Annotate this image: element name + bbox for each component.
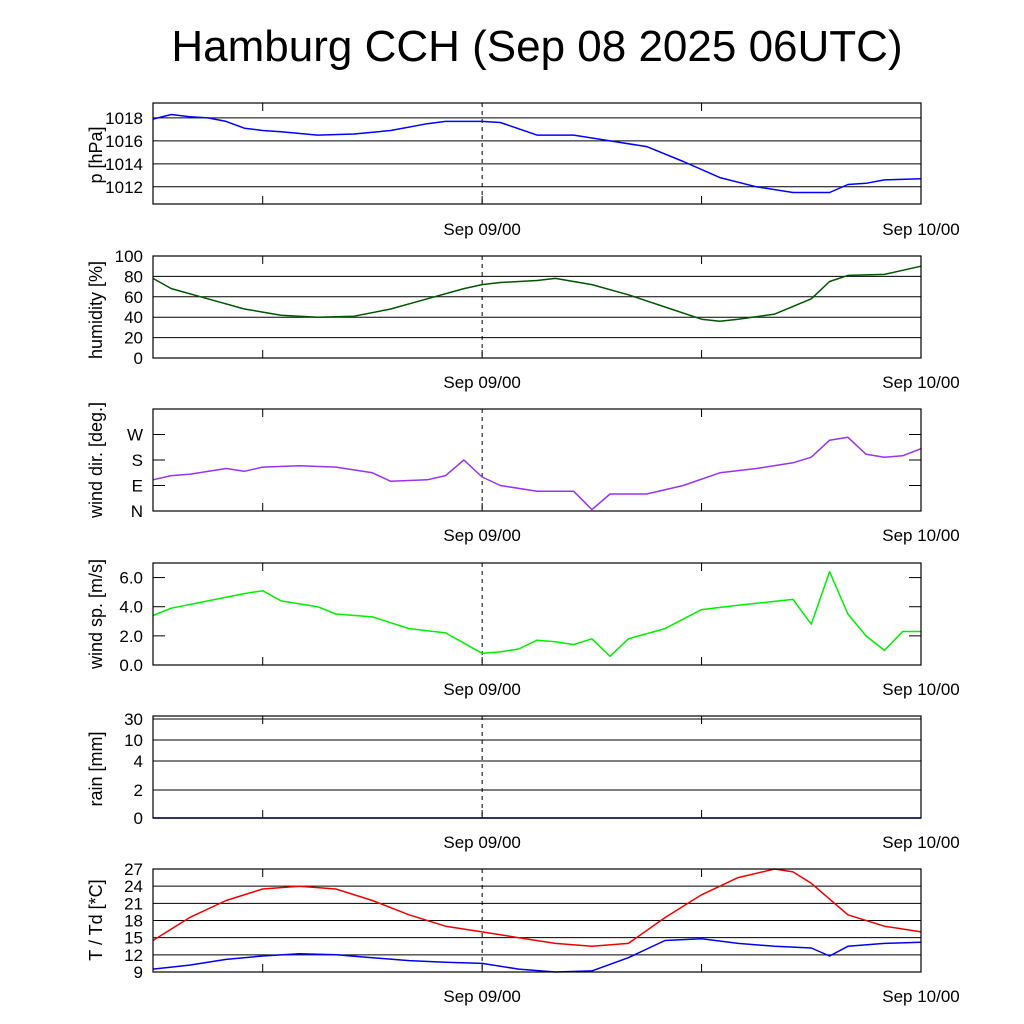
x-tick-label: Sep 10/00 — [882, 833, 960, 852]
chart-rain: 0 2 4 10 30 rain [mm] Sep 09/00 Sep 10/00 — [86, 710, 960, 852]
y-tick-label: 20 — [124, 329, 143, 348]
y-tick-label: 1014 — [105, 155, 143, 174]
x-tick-label: Sep 10/00 — [882, 373, 960, 392]
y-axis-label: wind sp. [m/s] — [86, 559, 106, 670]
y-tick-label: 0 — [134, 349, 143, 368]
y-tick-label: S — [132, 451, 143, 470]
x-tick-label: Sep 09/00 — [443, 833, 521, 852]
y-axis-label: humidity [%] — [86, 261, 106, 359]
y-tick-label: E — [132, 477, 143, 496]
y-tick-label: 4.0 — [119, 598, 143, 617]
plot-frame — [152, 102, 922, 205]
series-line-humidity — [152, 265, 922, 323]
x-tick-label: Sep 09/00 — [443, 680, 521, 699]
series-line-temperature_dewpoint-T — [152, 868, 922, 948]
y-tick-label: 30 — [124, 710, 143, 729]
y-axis-label: wind dir. [deg.] — [86, 402, 106, 519]
x-tick-label: Sep 09/00 — [443, 526, 521, 545]
y-tick-label: 12 — [124, 946, 143, 965]
chart-wind_speed: 0.0 2.0 4.0 6.0 wind sp. [m/s] Sep 09/00 Sep 1… — [86, 559, 960, 699]
x-tick-label: Sep 09/00 — [443, 987, 521, 1006]
plot-frame — [152, 562, 922, 666]
x-tick-label: Sep 10/00 — [882, 220, 960, 239]
plot-frame — [152, 715, 922, 819]
y-axis-label: p [hPa] — [86, 126, 106, 183]
y-tick-label: 40 — [124, 308, 143, 327]
plot-frame — [152, 255, 922, 359]
y-tick-label: 6.0 — [119, 569, 143, 588]
y-tick-label: 9 — [134, 963, 143, 982]
y-tick-label: 1012 — [105, 178, 143, 197]
y-tick-label: 2 — [134, 781, 143, 800]
series-line-pressure — [152, 113, 922, 194]
x-tick-label: Sep 10/00 — [882, 987, 960, 1006]
y-tick-label: 24 — [124, 877, 143, 896]
plot-frame — [152, 408, 922, 512]
plot-frame — [152, 868, 922, 973]
y-tick-label: 80 — [124, 267, 143, 286]
y-tick-label: 0.0 — [119, 656, 143, 675]
y-tick-label: 1016 — [105, 132, 143, 151]
y-tick-label: 18 — [124, 912, 143, 931]
y-tick-label: N — [131, 502, 143, 521]
series-line-wind_direction — [152, 436, 922, 511]
y-tick-label: 2.0 — [119, 627, 143, 646]
x-tick-label: Sep 10/00 — [882, 526, 960, 545]
x-tick-label: Sep 09/00 — [443, 220, 521, 239]
y-tick-label: 4 — [134, 752, 143, 771]
y-tick-label: 1018 — [105, 109, 143, 128]
y-tick-label: 21 — [124, 894, 143, 913]
y-tick-label: 60 — [124, 288, 143, 307]
y-tick-label: 27 — [124, 860, 143, 879]
y-tick-label: 10 — [124, 731, 143, 750]
x-tick-label: Sep 09/00 — [443, 373, 521, 392]
y-axis-label: T / Td [*C] — [86, 879, 106, 960]
x-tick-label: Sep 10/00 — [882, 680, 960, 699]
y-tick-label: W — [127, 426, 143, 445]
series-line-temperature_dewpoint-Td — [152, 938, 922, 973]
series-line-wind_speed — [152, 570, 921, 658]
page-title: Hamburg CCH (Sep 08 2025 06UTC) — [171, 22, 903, 71]
y-tick-label: 100 — [115, 247, 143, 266]
y-tick-label: 0 — [134, 809, 143, 828]
y-tick-label: 15 — [124, 929, 143, 948]
y-axis-label: rain [mm] — [86, 731, 106, 806]
